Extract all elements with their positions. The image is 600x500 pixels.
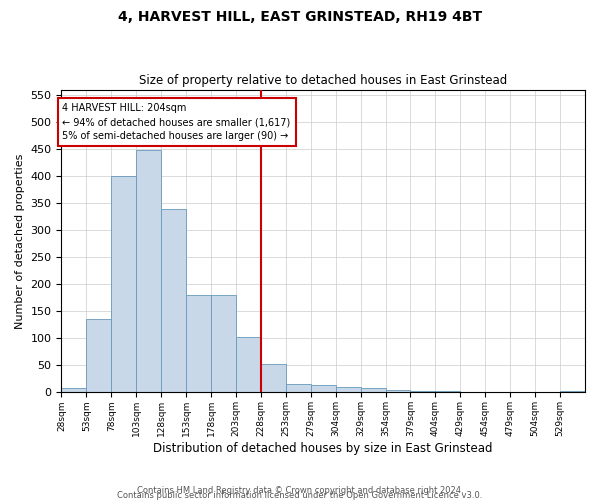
Bar [186,295,211,392]
Bar [236,336,261,392]
Bar [136,150,161,392]
Y-axis label: Number of detached properties: Number of detached properties [15,154,25,328]
Bar [61,388,86,392]
Bar [111,176,136,392]
Bar [436,391,460,392]
Bar [335,387,361,392]
Text: 4, HARVEST HILL, EAST GRINSTEAD, RH19 4BT: 4, HARVEST HILL, EAST GRINSTEAD, RH19 4B… [118,10,482,24]
Bar [161,208,186,392]
X-axis label: Distribution of detached houses by size in East Grinstead: Distribution of detached houses by size … [154,442,493,455]
Title: Size of property relative to detached houses in East Grinstead: Size of property relative to detached ho… [139,74,508,87]
Bar [211,295,236,392]
Bar [361,388,386,392]
Text: Contains public sector information licensed under the Open Government Licence v3: Contains public sector information licen… [118,491,482,500]
Bar [410,391,436,392]
Bar [286,384,311,392]
Bar [560,391,585,392]
Bar [261,364,286,392]
Text: Contains HM Land Registry data © Crown copyright and database right 2024.: Contains HM Land Registry data © Crown c… [137,486,463,495]
Text: 4 HARVEST HILL: 204sqm
← 94% of detached houses are smaller (1,617)
5% of semi-d: 4 HARVEST HILL: 204sqm ← 94% of detached… [62,103,290,141]
Bar [386,390,410,392]
Bar [86,320,111,392]
Bar [311,386,335,392]
